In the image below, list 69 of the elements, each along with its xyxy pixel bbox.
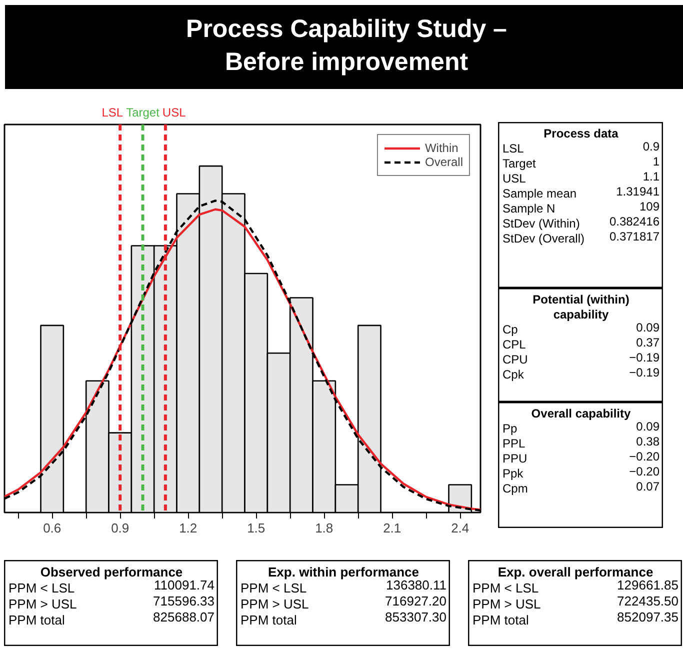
x-tick-label: 1.2 bbox=[179, 520, 198, 536]
text: Process data bbox=[544, 126, 619, 140]
x-tick-label: 2.4 bbox=[451, 520, 470, 536]
category-label: PPM total bbox=[240, 612, 297, 628]
category-label: Sample mean bbox=[502, 186, 577, 200]
category-label: PPM < LSL bbox=[472, 580, 539, 596]
text: Potential (within) capability bbox=[532, 292, 630, 322]
x-tick-label: 0.9 bbox=[111, 520, 130, 536]
text: 825688.07 bbox=[153, 610, 214, 624]
text: 0.09 bbox=[636, 420, 660, 434]
category-label: Ppk bbox=[502, 466, 524, 480]
category-label: PPU bbox=[502, 452, 528, 466]
text: 0.9 bbox=[642, 140, 660, 154]
category-label: CPL bbox=[502, 338, 526, 352]
text: 109 bbox=[639, 200, 660, 214]
text: −0.20 bbox=[629, 464, 660, 478]
text: 1.1 bbox=[642, 170, 660, 184]
category-label: PPM > USL bbox=[240, 596, 309, 612]
category-label: Sample N bbox=[502, 202, 556, 216]
legend-label: Overall bbox=[424, 155, 463, 169]
text: 716927.20 bbox=[385, 594, 446, 608]
text: 110091.74 bbox=[154, 578, 215, 592]
category-label: LSL bbox=[502, 142, 524, 156]
x-tick-label: 0.6 bbox=[43, 520, 62, 536]
category-label: PPM total bbox=[472, 612, 529, 628]
category-label: Cpm bbox=[502, 482, 528, 496]
category-label: PPM < LSL bbox=[240, 580, 307, 596]
category-label: StDev (Overall) bbox=[502, 232, 585, 246]
category-label: CPU bbox=[502, 352, 528, 366]
x-tick-label: 1.8 bbox=[315, 520, 334, 536]
category-label: PPM > USL bbox=[8, 596, 77, 612]
text: Overall capability bbox=[531, 406, 632, 420]
category-label: Cp bbox=[502, 322, 518, 336]
category-label: Target bbox=[502, 156, 537, 170]
text: Exp. overall performance bbox=[498, 564, 654, 580]
text: 853307.30 bbox=[385, 610, 446, 624]
category-label: Pp bbox=[502, 422, 518, 436]
category-label: USL bbox=[502, 172, 526, 186]
text: 0.382416 bbox=[609, 214, 660, 228]
chart-title: Process Capability Study – Before improvement bbox=[185, 14, 508, 78]
text: 715596.33 bbox=[153, 594, 214, 608]
text: Observed performance bbox=[40, 564, 183, 580]
x-tick-label: 2.1 bbox=[383, 520, 402, 536]
text: 1.31941 bbox=[616, 184, 660, 198]
category-label: PPM > USL bbox=[472, 596, 541, 612]
text: 852097.35 bbox=[617, 610, 678, 624]
category-label: PPM total bbox=[8, 612, 65, 628]
text: 136380.11 bbox=[386, 578, 447, 592]
ref-line-label: USL bbox=[162, 106, 186, 120]
ref-line-label: Target bbox=[126, 106, 160, 120]
text: 0.07 bbox=[636, 480, 660, 494]
text: −0.20 bbox=[629, 450, 660, 464]
category-label: Cpk bbox=[502, 368, 525, 382]
category-label: PPM < LSL bbox=[8, 580, 75, 596]
text: −0.19 bbox=[629, 350, 660, 364]
ref-line-label: LSL bbox=[102, 106, 124, 120]
text: 722435.50 bbox=[617, 594, 678, 608]
x-tick-label: 1.5 bbox=[247, 520, 266, 536]
category-label: StDev (Within) bbox=[502, 216, 580, 230]
legend-label: Within bbox=[424, 141, 458, 155]
text: 0.09 bbox=[636, 320, 660, 334]
text: −0.19 bbox=[629, 366, 660, 380]
text: 1 bbox=[652, 154, 660, 168]
text: Exp. within performance bbox=[268, 564, 419, 580]
text: 129661.85 bbox=[617, 578, 678, 592]
text: 0.371817 bbox=[609, 230, 660, 244]
text: 0.38 bbox=[636, 434, 660, 448]
category-label: PPL bbox=[502, 436, 526, 450]
text: 0.37 bbox=[636, 336, 660, 350]
